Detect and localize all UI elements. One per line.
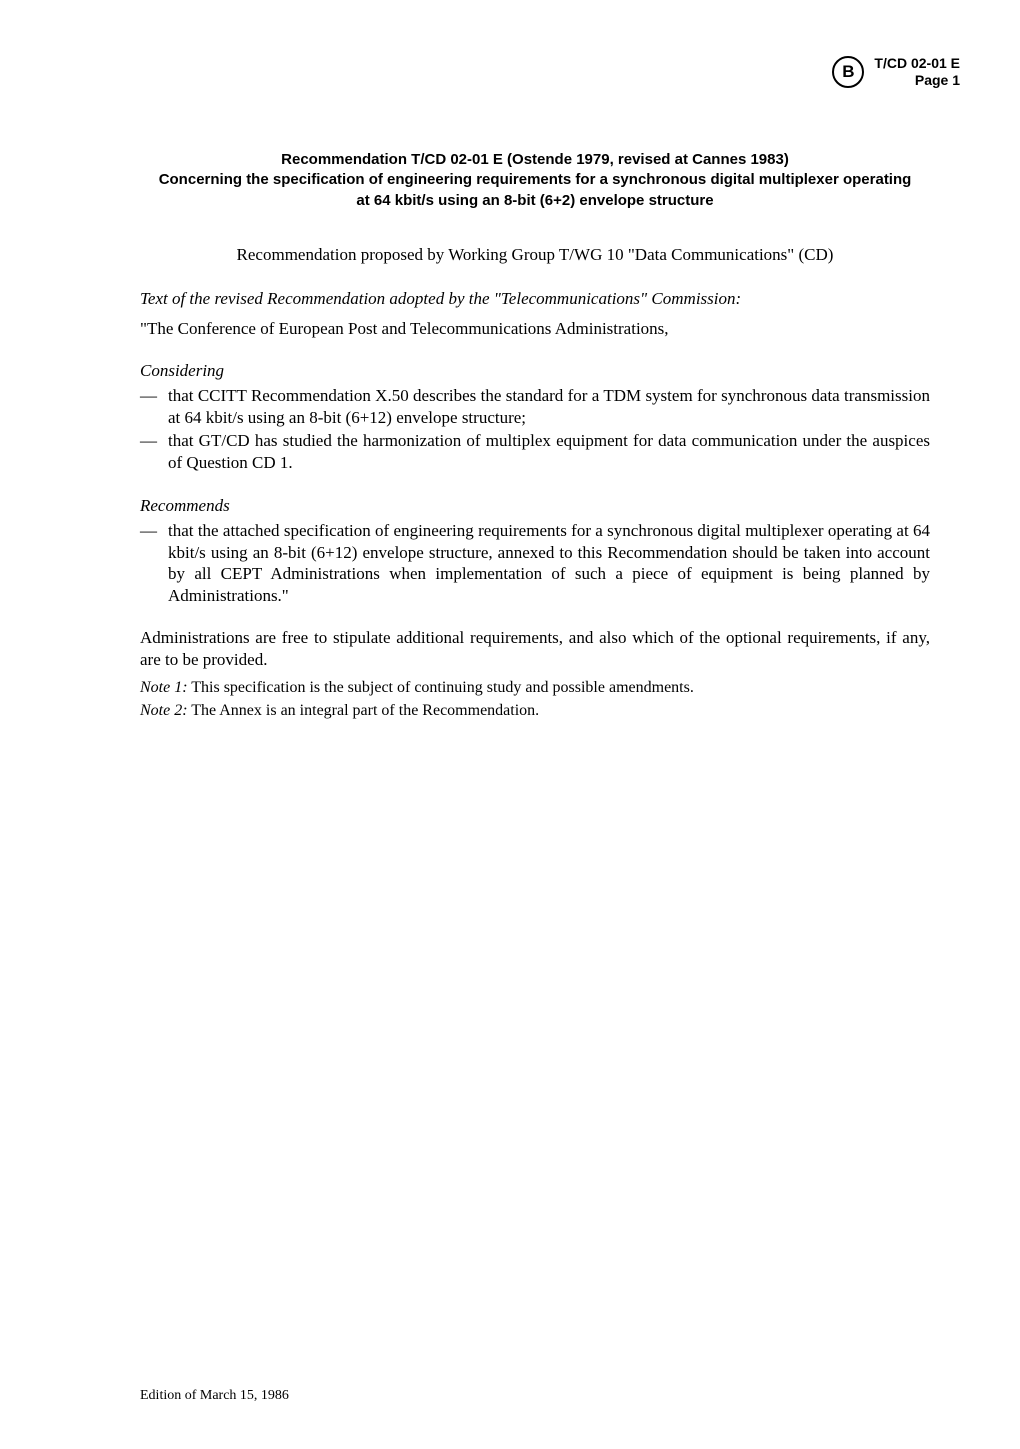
header-text: T/CD 02-01 E Page 1 (874, 55, 960, 89)
recommends-list: that the attached specification of engin… (140, 520, 930, 607)
title-block: Recommendation T/CD 02-01 E (Ostende 197… (140, 150, 930, 211)
page: B T/CD 02-01 E Page 1 Recommendation T/C… (0, 0, 1020, 1449)
title-line-1: Recommendation T/CD 02-01 E (Ostende 197… (140, 150, 930, 170)
header-block: B T/CD 02-01 E Page 1 (832, 55, 960, 89)
note-label: Note 2: (140, 702, 188, 719)
proposed-by: Recommendation proposed by Working Group… (140, 245, 930, 265)
considering-item: that GT/CD has studied the harmonization… (140, 430, 930, 474)
considering-heading: Considering (140, 361, 930, 381)
title-line-3: at 64 kbit/s using an 8-bit (6+2) envelo… (140, 191, 930, 211)
doc-code: T/CD 02-01 E (874, 55, 960, 71)
adopted-text: Text of the revised Recommendation adopt… (140, 289, 930, 309)
note-label: Note 1: (140, 679, 188, 696)
page-label: Page 1 (874, 72, 960, 89)
note-2: Note 2: The Annex is an integral part of… (140, 701, 930, 722)
footer-edition: Edition of March 15, 1986 (140, 1388, 289, 1404)
note-text: This specification is the subject of con… (188, 679, 694, 696)
opening-quote: "The Conference of European Post and Tel… (140, 319, 930, 339)
title-line-2: Concerning the specification of engineer… (140, 170, 930, 190)
considering-item: that CCITT Recommendation X.50 describes… (140, 385, 930, 429)
recommends-heading: Recommends (140, 496, 930, 516)
free-paragraph: Administrations are free to stipulate ad… (140, 627, 930, 671)
note-text: The Annex is an integral part of the Rec… (188, 702, 540, 719)
badge-circle-icon: B (832, 56, 864, 88)
considering-list: that CCITT Recommendation X.50 describes… (140, 385, 930, 474)
recommends-item: that the attached specification of engin… (140, 520, 930, 607)
note-1: Note 1: This specification is the subjec… (140, 678, 930, 699)
